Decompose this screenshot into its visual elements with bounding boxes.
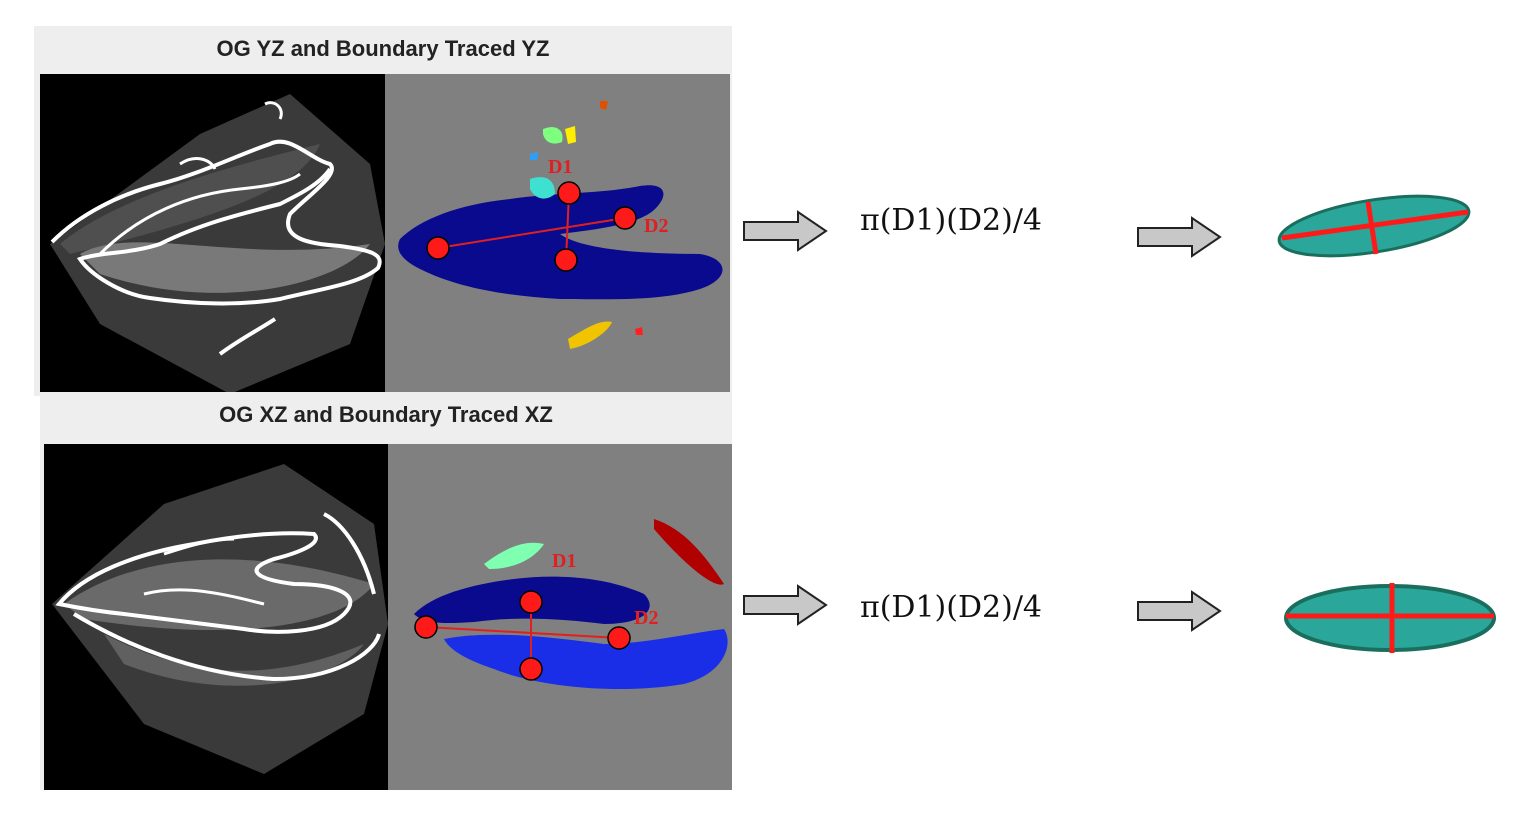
xz-d2-left-marker — [414, 615, 438, 639]
xz-d2-label: D2 — [634, 607, 658, 629]
xz-arrow-2 — [1136, 590, 1224, 632]
yz-image-pair: D1 D2 — [40, 74, 730, 396]
xz-lower-cluster — [444, 629, 728, 689]
yz-boundary-trace — [50, 139, 382, 306]
yz-d2-left-marker — [426, 236, 450, 260]
yz-arrow-2 — [1136, 216, 1224, 258]
xz-image-svg: D1 D2 — [44, 444, 732, 790]
yz-d1-top-marker — [557, 181, 581, 205]
yz-ellipse-diagram — [1272, 188, 1476, 269]
xz-area-formula: π(D1)(D2)/4 — [860, 590, 1043, 625]
xz-image-pair: D1 D2 — [44, 444, 732, 790]
yz-d2-right-marker — [613, 206, 637, 230]
xz-figure-panel: OG XZ and Boundary Traced XZ D1 D — [40, 392, 732, 790]
yz-original-wedge — [50, 94, 385, 394]
yz-d2-label: D2 — [644, 215, 668, 237]
xz-d1-label: D1 — [552, 550, 576, 572]
yz-d1-label: D1 — [548, 156, 572, 178]
xz-panel-title: OG XZ and Boundary Traced XZ — [219, 402, 553, 427]
yz-image-svg: D1 D2 — [40, 74, 730, 396]
yz-area-formula: π(D1)(D2)/4 — [860, 203, 1043, 238]
xz-d2-right-marker — [607, 626, 631, 650]
yz-d1-bottom-marker — [554, 248, 578, 272]
yz-panel-title: OG YZ and Boundary Traced YZ — [216, 36, 550, 61]
yz-figure-panel: OG YZ and Boundary Traced YZ — [34, 26, 732, 396]
xz-d1-bottom-marker — [519, 657, 543, 681]
xz-ellipse-diagram — [1280, 575, 1500, 666]
yz-main-cluster — [398, 185, 723, 300]
xz-d1-top-marker — [519, 590, 543, 614]
yz-arrow-1 — [742, 210, 830, 252]
xz-arrow-1 — [742, 584, 830, 626]
